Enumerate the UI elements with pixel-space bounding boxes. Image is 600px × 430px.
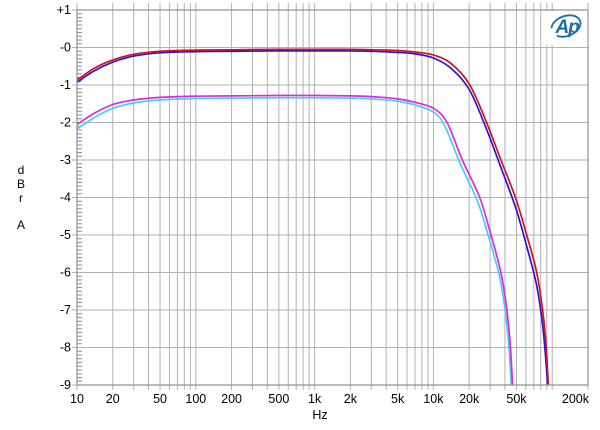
y-tick-label: -1 [60,78,71,92]
curve-lower-pair-cyan [77,96,513,385]
x-tick-label: 20k [459,392,480,406]
y-tick-label: -8 [60,341,71,355]
y-unit-letter-B: B [16,177,25,191]
x-tick-label: 100 [185,392,206,406]
ap-logo-text: Ap [555,17,580,38]
y-tick-label: +1 [57,3,71,17]
plot-frame [76,9,589,386]
x-tick-label: 50k [506,392,527,406]
x-axis-unit-label: Hz [312,408,327,422]
x-tick-label: 10 [70,392,84,406]
x-tick-label: 2k [344,392,358,406]
curve-upper-pair-blue [77,50,549,385]
y-tick-label: -9 [60,378,71,392]
x-tick-label: 5k [391,392,405,406]
y-tick-label: -5 [60,228,71,242]
curve-lower-pair-magenta [77,94,514,385]
x-tick-label: 200 [221,392,242,406]
x-tick-label: 500 [268,392,289,406]
y-tick-label: -7 [60,303,71,317]
y-tick-label: -6 [60,266,71,280]
x-tick-label: 20 [106,392,120,406]
y-tick-label: -0 [60,41,71,55]
x-tick-label: 50 [153,392,167,406]
y-unit-letter-A: A [16,218,25,232]
y-tick-label: -3 [60,153,71,167]
x-tick-label: 10k [423,392,444,406]
x-tick-label: 1k [308,392,322,406]
ap-logo-swoosh [550,14,582,38]
curve-upper-pair-red [77,48,550,385]
x-tick-label: 200k [562,392,590,406]
y-unit-letter-d: d [17,163,25,177]
y-unit-letter-r: r [19,191,23,205]
y-tick-label: -4 [60,191,71,205]
y-tick-label: -2 [60,116,71,130]
